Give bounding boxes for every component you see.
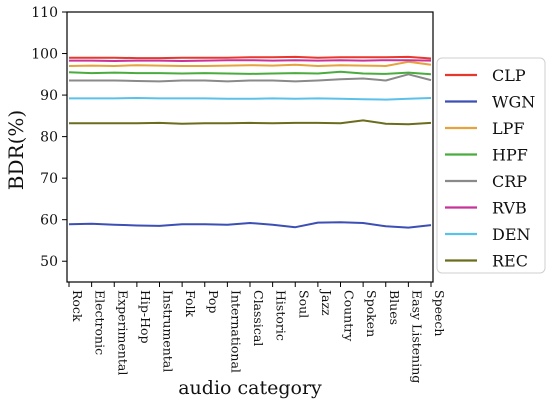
- x-tick-label: Hip-Hop: [138, 290, 153, 344]
- series-line-clp: [69, 55, 432, 60]
- legend-label: CLP: [492, 66, 526, 85]
- x-tick-label: Pop: [206, 290, 221, 313]
- legend-box: [436, 57, 546, 274]
- series-lines: [68, 55, 432, 229]
- x-tick-label: Country: [342, 290, 357, 342]
- x-tick-label: Rock: [70, 290, 85, 322]
- y-tick-label: 60: [40, 213, 58, 229]
- series-line-rvb: [69, 59, 432, 62]
- x-tick-label: Electronic: [93, 290, 108, 355]
- legend-label: LPF: [492, 119, 525, 138]
- x-tick-label: Speech: [432, 290, 447, 336]
- series-line-wgn: [68, 221, 432, 229]
- series-line-lpf: [68, 60, 432, 67]
- y-tick-label: 100: [31, 47, 58, 63]
- legend-label: CRP: [492, 172, 527, 191]
- y-tick-label: 50: [40, 254, 58, 270]
- y-axis-ticks: 50 60 70 80 90 100 110: [31, 5, 67, 270]
- x-tick-label: Easy Listening: [409, 290, 424, 383]
- x-tick-label: Spoken: [364, 290, 379, 337]
- y-tick-label: 110: [31, 5, 58, 21]
- x-tick-label: Instrumental: [161, 290, 176, 372]
- y-tick-label: 70: [40, 171, 58, 187]
- legend-label: HPF: [492, 146, 528, 165]
- series-line-den: [69, 97, 432, 101]
- legend-label: RVB: [492, 199, 527, 218]
- x-tick-label: International: [228, 290, 243, 373]
- x-tick-label: Historic: [274, 290, 289, 341]
- y-tick-label: 80: [40, 130, 58, 146]
- plot-frame: [66, 11, 434, 283]
- y-tick-label: 90: [40, 88, 58, 104]
- legend-label: WGN: [492, 93, 535, 112]
- x-axis-label: audio category: [178, 377, 322, 399]
- x-tick-label: Soul: [296, 290, 311, 318]
- x-tick-label: Blues: [387, 290, 402, 325]
- series-line-rec: [69, 119, 432, 126]
- legend-label: REC: [492, 252, 528, 271]
- x-tick-label: Jazz: [319, 288, 334, 316]
- x-axis-ticks: Rock Electronic Experimental Hip-Hop Instrum…: [68, 282, 447, 383]
- x-tick-label: Experimental: [115, 290, 130, 375]
- series-line-hpf: [68, 70, 432, 76]
- legend: CLP WGN LPF HPF CRP RVB DEN REC: [436, 57, 546, 274]
- legend-label: DEN: [492, 225, 531, 244]
- y-axis-label: BDR(%): [4, 110, 28, 190]
- x-tick-label: Folk: [183, 290, 198, 318]
- series-line-crp: [69, 73, 432, 83]
- x-tick-label: Classical: [251, 290, 266, 346]
